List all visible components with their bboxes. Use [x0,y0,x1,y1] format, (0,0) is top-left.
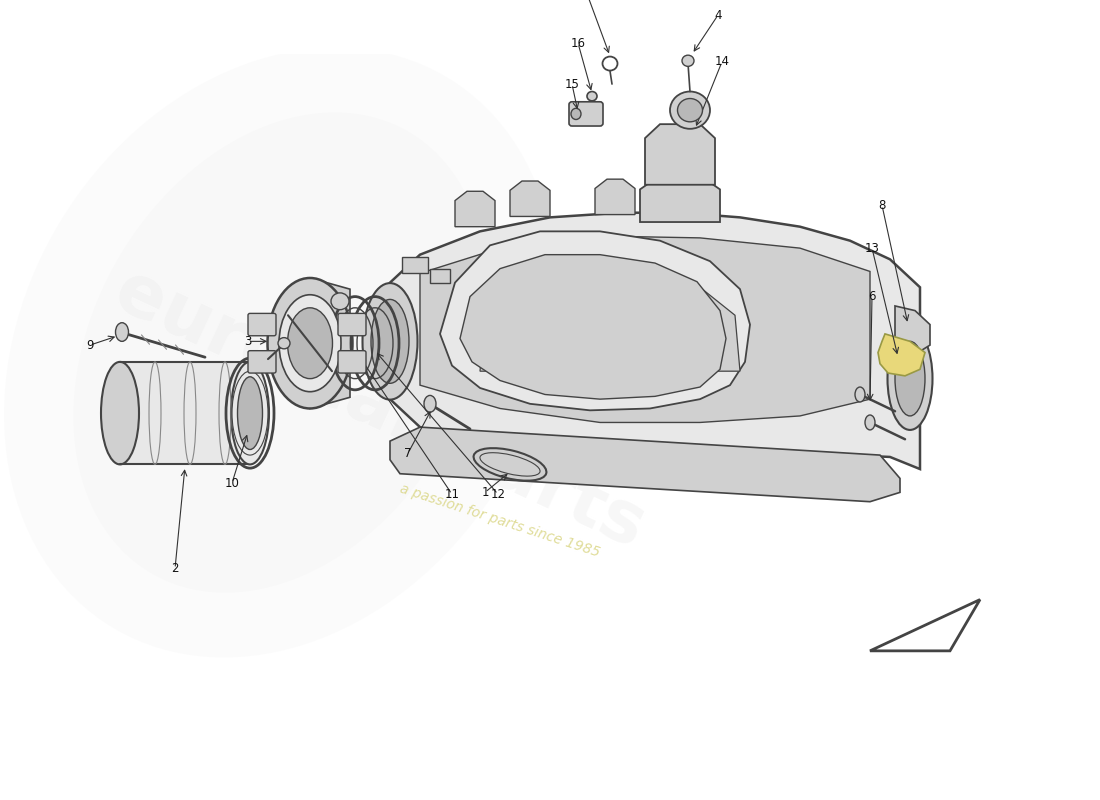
FancyBboxPatch shape [430,269,450,282]
FancyBboxPatch shape [569,102,603,126]
Text: 3: 3 [244,335,252,348]
Ellipse shape [267,278,352,409]
Polygon shape [390,213,920,469]
FancyBboxPatch shape [248,350,276,373]
Text: 14: 14 [715,55,729,68]
Polygon shape [310,278,350,409]
Text: 4: 4 [714,9,722,22]
Ellipse shape [101,362,139,465]
Text: 11: 11 [444,488,460,501]
Text: 1: 1 [482,486,488,499]
Text: 10: 10 [224,477,240,490]
Text: 16: 16 [571,37,585,50]
Polygon shape [895,306,930,354]
Ellipse shape [670,91,710,129]
FancyBboxPatch shape [403,257,428,274]
Polygon shape [660,287,740,371]
Text: euro car parts: euro car parts [104,255,656,562]
Polygon shape [595,179,635,214]
Text: 9: 9 [86,338,94,351]
Text: 5: 5 [584,0,592,3]
Text: 12: 12 [491,488,506,501]
Ellipse shape [331,293,349,310]
Ellipse shape [895,342,925,416]
Polygon shape [460,254,726,399]
Text: 6: 6 [868,290,876,303]
Polygon shape [640,175,720,222]
Polygon shape [878,334,925,376]
Ellipse shape [238,377,263,450]
Ellipse shape [682,55,694,66]
Ellipse shape [371,299,409,383]
Polygon shape [480,287,560,371]
Text: 8: 8 [878,198,886,212]
Ellipse shape [279,294,341,392]
Ellipse shape [888,327,933,430]
Ellipse shape [678,98,703,122]
Polygon shape [570,287,650,371]
Polygon shape [120,362,250,465]
Polygon shape [420,236,870,422]
FancyBboxPatch shape [338,350,366,373]
Ellipse shape [587,91,597,101]
Ellipse shape [865,415,874,430]
Ellipse shape [74,113,486,593]
Ellipse shape [571,108,581,119]
Ellipse shape [287,308,332,378]
Text: 13: 13 [865,242,879,254]
FancyBboxPatch shape [338,314,366,336]
Text: 15: 15 [564,78,580,90]
Polygon shape [510,181,550,217]
Ellipse shape [278,338,290,349]
Ellipse shape [855,387,865,402]
FancyBboxPatch shape [248,314,276,336]
Text: 2: 2 [172,562,178,575]
Polygon shape [440,231,750,410]
Ellipse shape [424,395,436,412]
Ellipse shape [231,362,270,465]
Ellipse shape [116,322,129,342]
Text: 7: 7 [405,446,411,460]
Polygon shape [455,191,495,226]
Polygon shape [390,427,900,502]
Ellipse shape [4,47,556,658]
Polygon shape [645,124,715,185]
Ellipse shape [363,283,418,400]
Text: a passion for parts since 1985: a passion for parts since 1985 [398,482,602,559]
